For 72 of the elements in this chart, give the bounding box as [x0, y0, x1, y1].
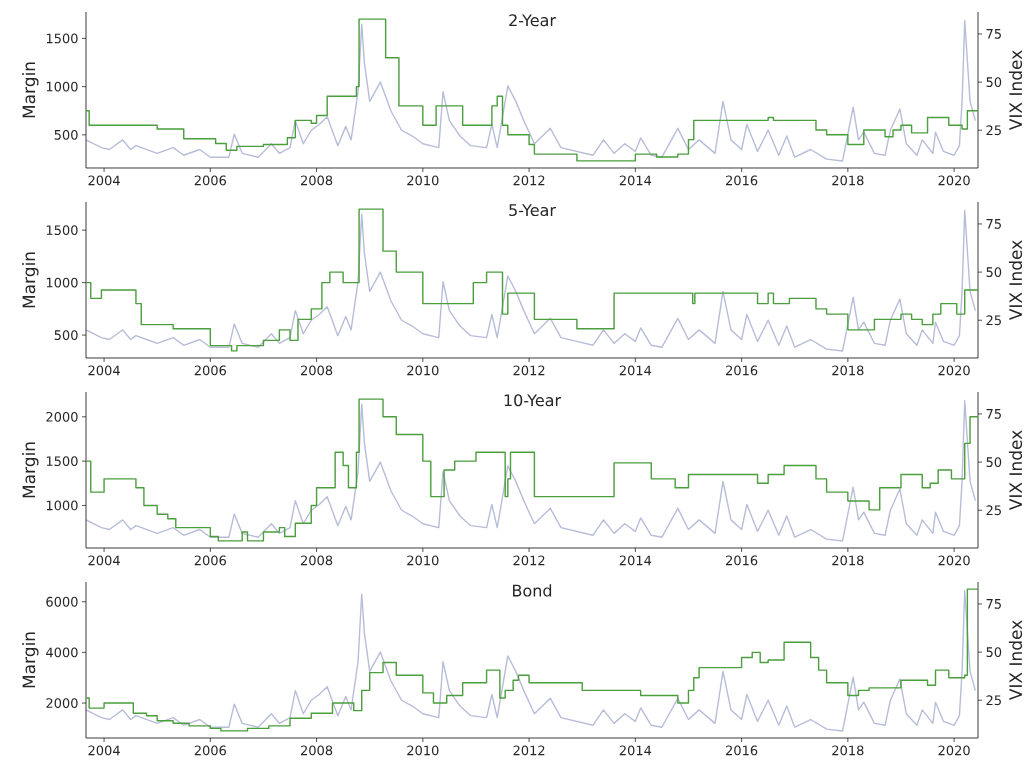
x-tick-label: 2012 [513, 175, 545, 186]
x-tick-label: 2014 [619, 175, 652, 186]
chart-title: 5-Year [509, 204, 556, 217]
y-tick-label: 1000 [46, 81, 78, 92]
y-tick-label: 4000 [46, 647, 78, 658]
y2-tick-label: 25 [986, 695, 1001, 706]
x-tick-label: 2014 [619, 745, 652, 756]
x-tick-label: 2016 [726, 365, 758, 376]
x-tick-label: 2008 [300, 745, 333, 756]
y2-tick-label: 50 [986, 267, 1002, 278]
y2-tick-label: 75 [986, 219, 1001, 229]
y2-tick-label: 75 [986, 599, 1001, 609]
x-tick-label: 2006 [194, 555, 227, 566]
x-tick-label: 2004 [88, 555, 120, 566]
chart-title: 2-Year [509, 14, 556, 27]
y-tick-label: 1000 [46, 277, 78, 288]
y2-tick-label: 50 [986, 77, 1002, 88]
x-tick-label: 2016 [726, 745, 758, 756]
chart-title: 10-Year [504, 394, 562, 407]
x-tick-label: 2018 [832, 555, 864, 566]
x-tick-label: 2006 [194, 175, 227, 186]
y2-axis-title: VIX Index [1008, 620, 1023, 701]
x-tick-label: 2008 [300, 555, 333, 566]
y2-tick-label: 75 [986, 29, 1001, 39]
x-tick-label: 2014 [619, 555, 652, 566]
y-tick-label: 1500 [46, 225, 78, 236]
x-tick-label: 2010 [407, 175, 439, 186]
x-tick-label: 2012 [513, 365, 545, 376]
x-tick-label: 2008 [300, 365, 333, 376]
x-tick-label: 2010 [407, 365, 439, 376]
x-tick-label: 2006 [194, 745, 227, 756]
x-tick-label: 2010 [407, 745, 439, 756]
x-tick-label: 2018 [832, 175, 864, 186]
x-tick-label: 2016 [726, 555, 758, 566]
x-tick-label: 2004 [88, 745, 120, 756]
chart-title: Bond [513, 584, 552, 597]
x-tick-label: 2016 [726, 175, 758, 186]
y-tick-label: 500 [54, 129, 78, 140]
y-tick-label: 1500 [46, 33, 78, 44]
x-tick-label: 2018 [832, 745, 864, 756]
y-tick-label: 1500 [46, 456, 78, 467]
x-tick-label: 2020 [938, 745, 970, 756]
y2-tick-label: 75 [986, 409, 1001, 419]
x-tick-label: 2020 [938, 555, 970, 566]
y-axis-title: Margin [22, 442, 39, 498]
x-tick-label: 2012 [513, 745, 545, 756]
y2-axis-title: VIX Index [1008, 240, 1023, 321]
y2-tick-label: 25 [986, 505, 1001, 516]
x-tick-label: 2018 [832, 365, 864, 376]
x-tick-label: 2010 [407, 555, 439, 566]
x-tick-label: 2020 [938, 175, 970, 186]
x-tick-label: 2014 [619, 365, 652, 376]
y-tick-label: 500 [54, 330, 78, 341]
y-tick-label: 6000 [46, 596, 78, 607]
y2-tick-label: 25 [986, 315, 1001, 326]
y-tick-label: 2000 [46, 698, 78, 708]
y-tick-label: 2000 [46, 411, 78, 422]
y2-axis-title: VIX Index [1008, 50, 1023, 131]
y2-tick-label: 50 [986, 647, 1002, 658]
x-tick-label: 2006 [194, 365, 227, 376]
y2-tick-label: 25 [986, 125, 1001, 136]
y-tick-label: 1000 [46, 500, 78, 511]
x-tick-label: 2020 [938, 365, 970, 376]
y-axis-title: Margin [22, 62, 39, 118]
y2-tick-label: 50 [986, 457, 1002, 468]
y-axis-title: Margin [22, 252, 39, 308]
y-axis-title: Margin [22, 632, 39, 688]
x-tick-label: 2008 [300, 175, 333, 186]
x-tick-label: 2004 [88, 175, 120, 186]
x-tick-label: 2012 [513, 555, 545, 566]
y2-axis-title: VIX Index [1008, 430, 1023, 511]
x-tick-label: 2004 [88, 365, 120, 376]
